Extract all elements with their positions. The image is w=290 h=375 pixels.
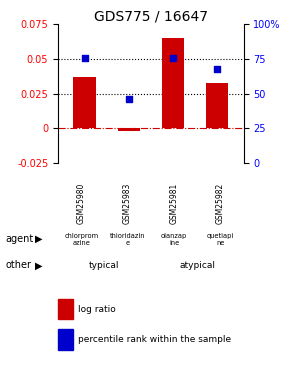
Text: ▶: ▶ [35, 234, 43, 244]
Text: GSM25983: GSM25983 [123, 183, 132, 224]
Text: quetiapi
ne: quetiapi ne [207, 232, 234, 246]
Text: GSM25981: GSM25981 [169, 183, 179, 224]
Text: ▶: ▶ [35, 260, 43, 270]
Text: atypical: atypical [179, 261, 215, 270]
Text: percentile rank within the sample: percentile rank within the sample [78, 335, 231, 344]
Text: agent: agent [6, 234, 34, 244]
Text: chlorprom
azine: chlorprom azine [64, 232, 98, 246]
Bar [118, 129, 140, 131]
Point [171, 56, 175, 62]
Bar [162, 38, 184, 129]
Bar [73, 77, 96, 129]
Text: GSM25982: GSM25982 [216, 183, 225, 224]
Bar [206, 82, 228, 129]
Text: olanzap
ine: olanzap ine [161, 232, 187, 246]
Title: GDS775 / 16647: GDS775 / 16647 [94, 9, 208, 23]
Text: log ratio: log ratio [78, 304, 116, 313]
Text: other: other [6, 260, 32, 270]
Point [215, 66, 220, 72]
Text: typical: typical [89, 261, 120, 270]
Bar [58, 329, 73, 350]
Text: GSM25980: GSM25980 [77, 183, 86, 224]
Point [82, 56, 87, 62]
Point [126, 96, 131, 102]
Bar [58, 299, 73, 319]
Text: thioridazin
e: thioridazin e [110, 232, 145, 246]
